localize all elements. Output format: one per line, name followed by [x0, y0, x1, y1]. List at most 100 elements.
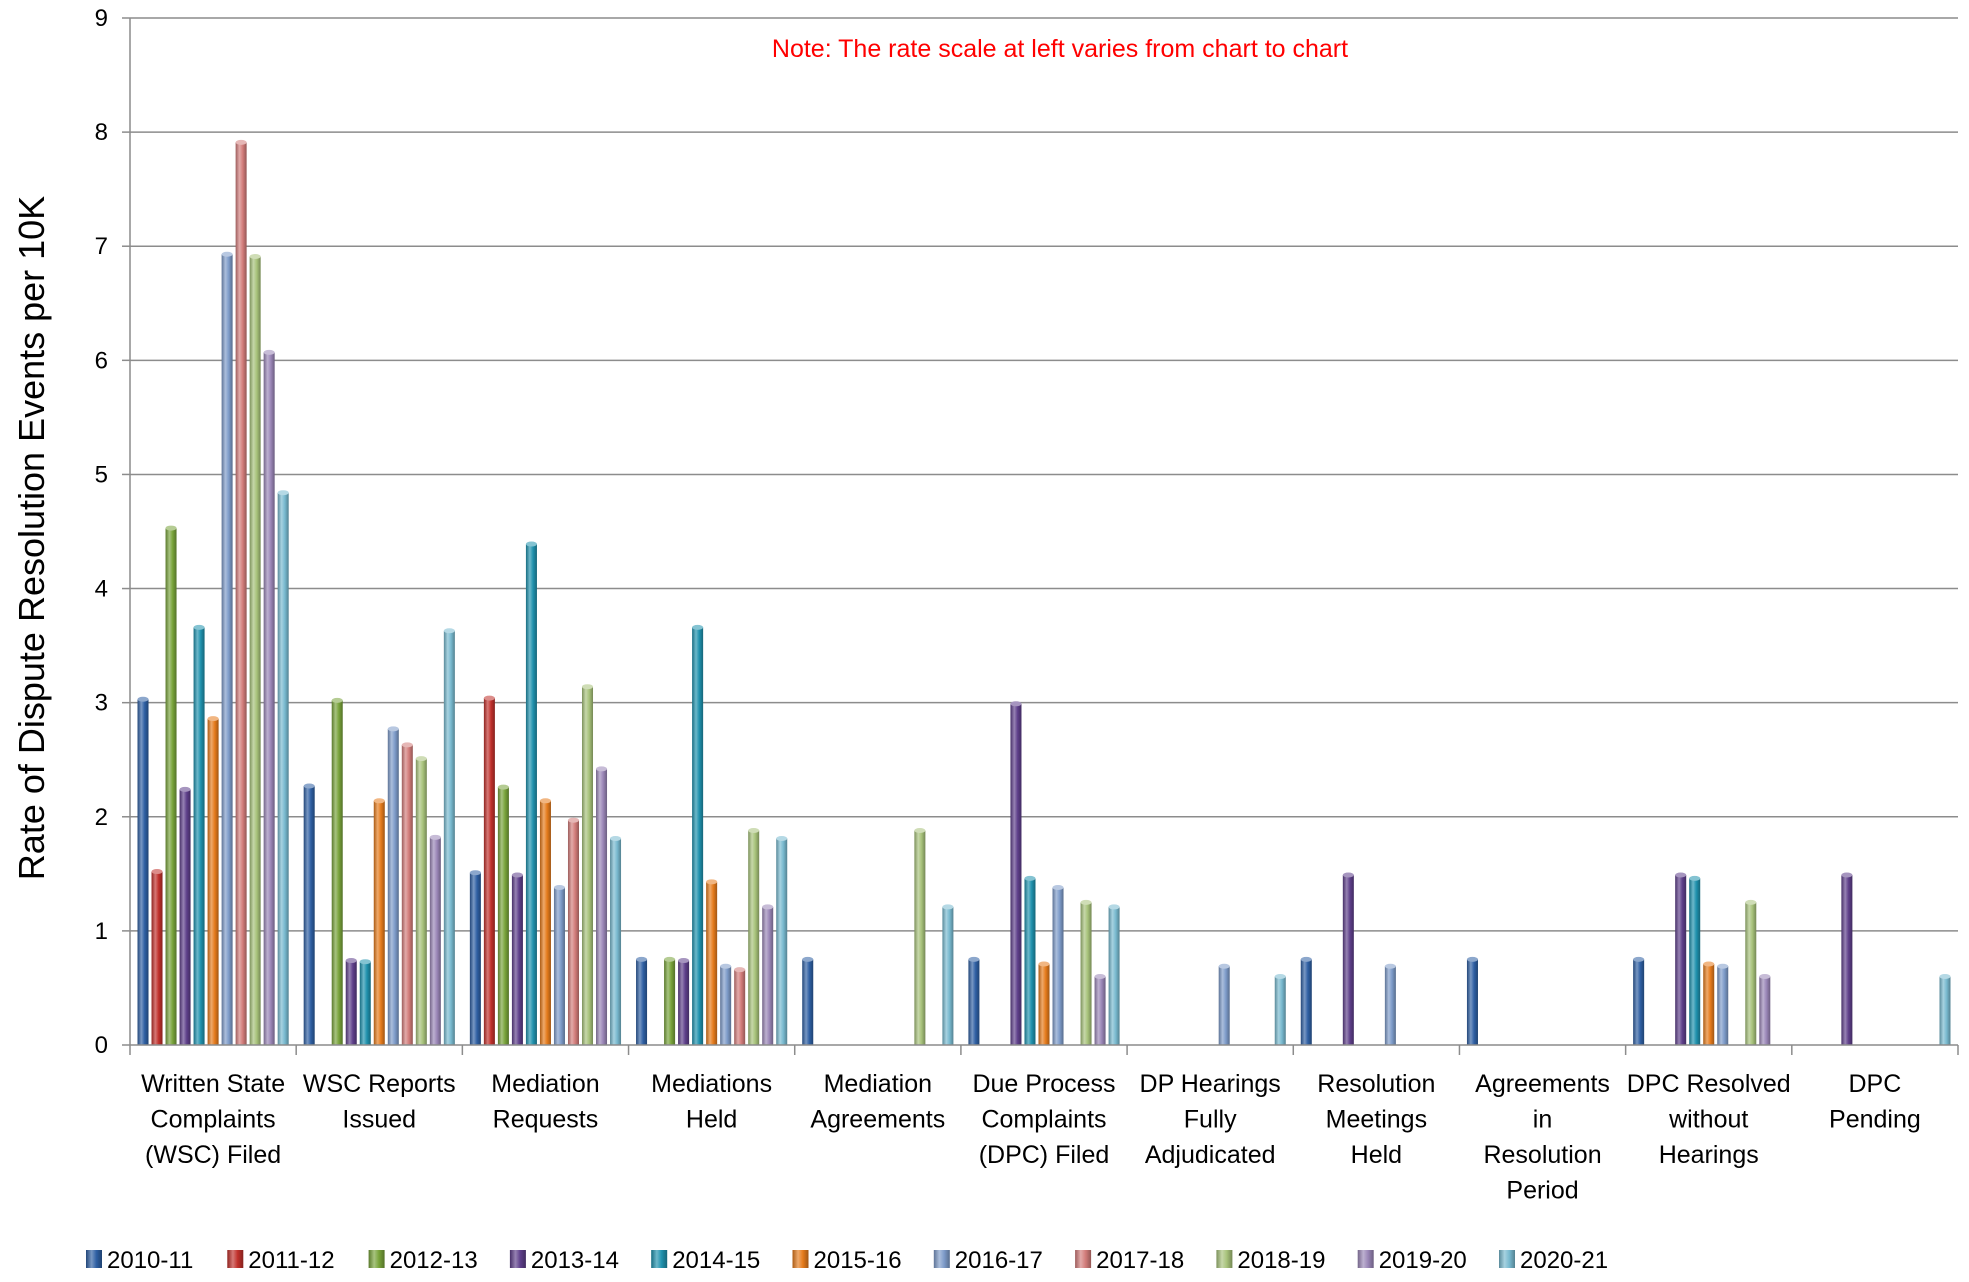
bar-cap — [207, 716, 219, 722]
legend-label: 2010-11 — [107, 1247, 193, 1274]
bar-cap — [1038, 961, 1050, 967]
bar-cap — [303, 783, 315, 789]
bar-2013-14 — [1675, 874, 1687, 1045]
bar-cap — [802, 956, 814, 962]
bar-2018-19 — [748, 830, 760, 1045]
bar-2017-18 — [567, 820, 579, 1045]
bar-2011-12 — [151, 871, 163, 1045]
bar-cap — [1218, 963, 1230, 969]
bar-2014-15 — [1024, 878, 1036, 1045]
x-category-label: Mediations Held — [651, 1070, 772, 1134]
bar-cap — [483, 695, 495, 701]
y-tick-label: 7 — [95, 233, 108, 260]
bar-2012-13 — [497, 787, 509, 1045]
bar-2016-17 — [1384, 966, 1396, 1045]
bar-2019-20 — [1094, 976, 1106, 1045]
bar-2018-19 — [415, 758, 427, 1045]
bar-cap — [387, 726, 399, 732]
bar-2019-20 — [1759, 976, 1771, 1045]
bar-cap — [596, 766, 608, 772]
bar-cap — [1342, 872, 1354, 878]
bar-2019-20 — [596, 768, 608, 1045]
bar-2013-14 — [511, 874, 523, 1045]
y-tick-label: 8 — [95, 119, 108, 146]
x-category-label: DPC Pending — [1829, 1070, 1921, 1134]
bar-2020-21 — [1108, 906, 1120, 1045]
bar-cap — [359, 959, 371, 965]
bar-cap — [692, 624, 704, 630]
legend-swatch — [651, 1250, 668, 1268]
bar-cap — [1094, 974, 1106, 980]
legend-swatch — [792, 1250, 809, 1268]
legend-item: 2016-17 — [933, 1247, 1043, 1274]
legend-label: 2012-13 — [390, 1247, 478, 1274]
bar-cap — [678, 958, 690, 964]
bar-2016-17 — [1717, 966, 1729, 1045]
bar-2014-15 — [525, 544, 537, 1045]
bar-2012-13 — [331, 700, 343, 1045]
legend-item: 2012-13 — [368, 1247, 478, 1274]
bar-2015-16 — [207, 718, 219, 1045]
bar-cap — [734, 967, 746, 973]
legend-item: 2017-18 — [1075, 1247, 1184, 1274]
bar-cap — [720, 963, 732, 969]
bar-cap — [748, 827, 760, 833]
bar-cap — [525, 541, 537, 547]
bar-cap — [277, 490, 289, 496]
axes — [129, 18, 1959, 1055]
bar-2014-15 — [359, 961, 371, 1045]
bar-2013-14 — [678, 960, 690, 1045]
legend-item: 2015-16 — [792, 1247, 902, 1274]
x-category-label: Resolution Meetings Held — [1317, 1070, 1435, 1169]
bar-2018-19 — [1745, 902, 1757, 1045]
bar-cap — [1717, 963, 1729, 969]
legend-item: 2019-20 — [1357, 1247, 1467, 1274]
bar-cap — [345, 958, 357, 964]
bar-2016-17 — [720, 966, 732, 1045]
legend-label: 2014-15 — [672, 1247, 760, 1274]
legend-swatch — [1499, 1250, 1515, 1268]
bar-cap — [1274, 974, 1286, 980]
bar-cap — [401, 742, 413, 748]
y-tick-label: 5 — [95, 461, 108, 488]
bar-cap — [331, 697, 343, 703]
bar-cap — [497, 784, 509, 790]
bar-2018-19 — [1080, 902, 1092, 1045]
bar-cap — [1384, 963, 1396, 969]
bar-cap — [193, 624, 205, 630]
bar-cap — [235, 139, 247, 145]
bar-2010-11 — [303, 785, 315, 1045]
y-tick-labels: 0 1 2 3 4 5 6 7 8 9 — [95, 5, 130, 1059]
bar-cap — [1939, 974, 1951, 980]
bar-cap — [415, 756, 427, 762]
y-axis-label: Rate of Dispute Resolution Events per 10… — [11, 196, 52, 880]
bar-2011-12 — [483, 698, 495, 1045]
legend-swatch — [227, 1250, 244, 1268]
bar-cap — [1675, 872, 1687, 878]
x-category-label: Agreements in Resolution Period — [1475, 1070, 1610, 1205]
bar-cap — [762, 904, 774, 910]
x-category-label: Written State Complaints (WSC) Filed — [141, 1070, 285, 1169]
bar-cap — [165, 525, 177, 531]
y-tick-label: 0 — [95, 1032, 108, 1059]
bar-2020-21 — [1274, 976, 1286, 1045]
bar-2013-14 — [1841, 874, 1853, 1045]
bar-cap — [636, 956, 648, 962]
bar-2013-14 — [1342, 874, 1354, 1045]
bar-cap — [1633, 956, 1645, 962]
legend-item: 2013-14 — [509, 1247, 619, 1274]
legend-swatch — [1357, 1250, 1374, 1268]
bar-2010-11 — [1633, 959, 1645, 1045]
bar-2019-20 — [762, 906, 774, 1045]
bar-cap — [706, 879, 718, 885]
bar-cap — [581, 684, 594, 690]
legend-swatch — [509, 1250, 526, 1268]
bar-2014-15 — [692, 627, 704, 1045]
bar-cap — [1841, 872, 1853, 878]
bar-2018-19 — [581, 686, 594, 1045]
y-tick-label: 4 — [95, 576, 108, 603]
bar-cap — [249, 253, 261, 259]
bar-cap — [179, 786, 191, 792]
bar-cap — [914, 827, 926, 833]
